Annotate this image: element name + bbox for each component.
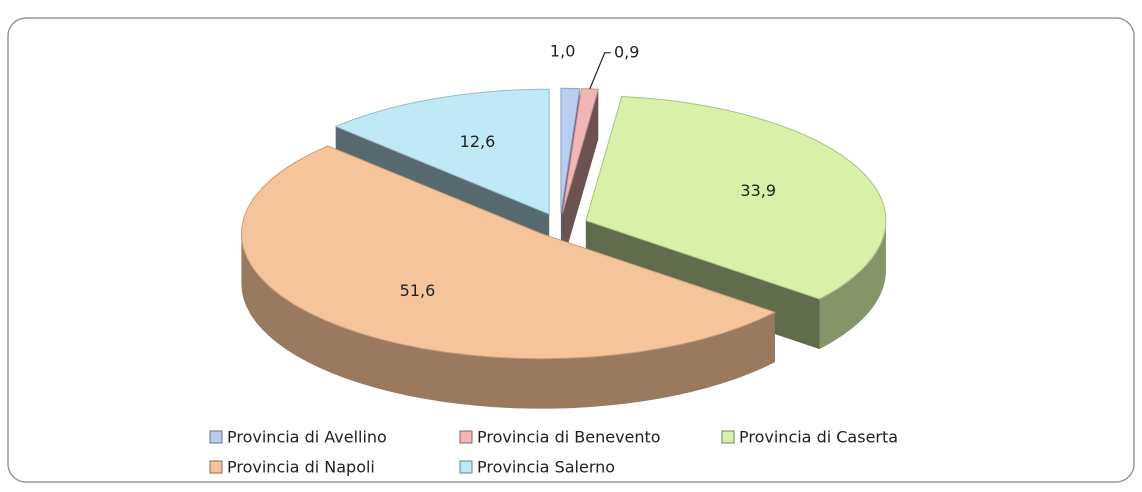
data-label: 33,9 — [740, 181, 776, 200]
legend-label: Provincia di Avellino — [227, 428, 387, 447]
legend-label: Provincia di Benevento — [477, 428, 661, 447]
slice — [585, 95, 887, 300]
legend-swatch — [459, 430, 473, 444]
slice — [560, 87, 581, 214]
legend-label: Provincia Salerno — [477, 458, 615, 477]
legend-swatch — [209, 430, 223, 444]
slice-side — [562, 89, 599, 264]
slice-wall — [241, 233, 775, 409]
data-label: 1,0 — [550, 42, 575, 61]
legend-label: Provincia di Napoli — [227, 458, 375, 477]
leader-line — [589, 52, 611, 90]
slice-wall — [819, 220, 886, 350]
data-label: 12,6 — [460, 132, 496, 151]
data-label: 0,9 — [614, 42, 639, 61]
legend-label: Provincia di Caserta — [739, 428, 898, 447]
slice — [240, 145, 777, 360]
legend-swatch — [459, 460, 473, 474]
legend-swatch — [209, 460, 223, 474]
data-label: 51,6 — [400, 281, 436, 300]
legend-swatch — [721, 430, 735, 444]
slice — [334, 88, 550, 215]
